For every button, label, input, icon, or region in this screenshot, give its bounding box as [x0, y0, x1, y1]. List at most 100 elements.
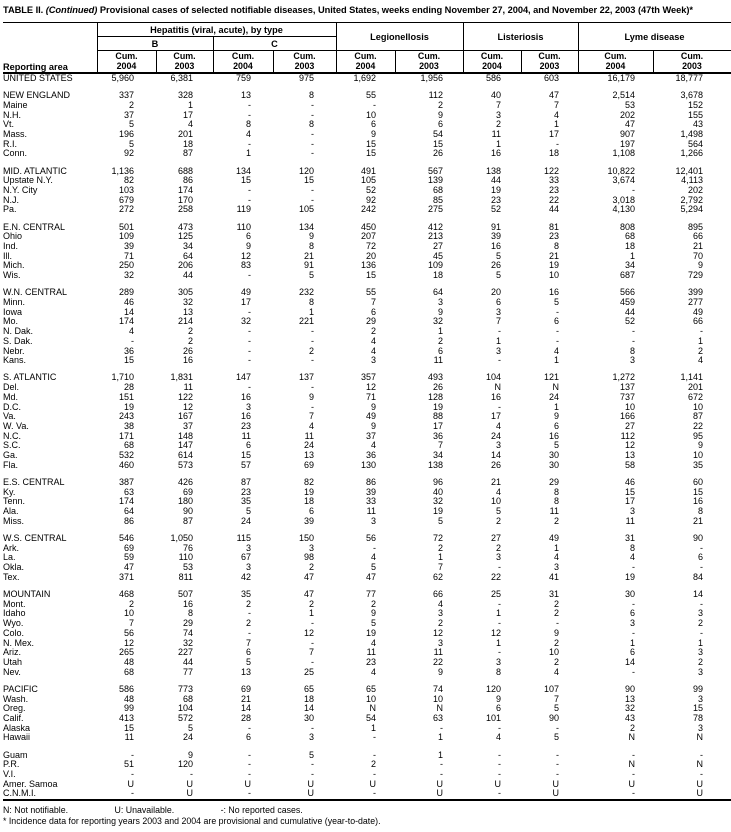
value-cell: 24	[303, 441, 314, 451]
value-cell: 5	[370, 563, 376, 573]
value-cell: 49	[548, 534, 559, 544]
value-cell: -	[248, 723, 251, 733]
value-cell: -	[632, 667, 635, 677]
value-cell: 202	[687, 186, 703, 196]
value-cell: -	[311, 770, 314, 779]
value-cell: 2	[308, 346, 314, 356]
cum-label: Cum.	[604, 50, 627, 61]
value-cell: 6	[370, 120, 376, 130]
value-cell: 1	[245, 149, 251, 159]
value-cell: 19	[432, 402, 443, 412]
value-cell: 121	[543, 373, 559, 383]
table-row: Md. 151 122 16 9 71 128 16 24 737 672	[3, 393, 731, 403]
value-cell: 18	[432, 271, 443, 281]
reporting-area-cell: Tex.	[3, 572, 20, 582]
table-row: Ill. 71 64 12 21 20 45 5 21 1 70	[3, 252, 731, 262]
value-cell: 64	[432, 288, 443, 298]
value-cell: 15	[240, 451, 251, 461]
value-cell: 564	[687, 139, 703, 149]
table-row: Tex. 371 811 42 47 47 62 22 41 19 84	[3, 573, 731, 583]
value-cell: -	[213, 789, 273, 802]
value-cell: 174	[118, 317, 134, 327]
value-cell: -	[373, 100, 376, 110]
value-cell: 120	[298, 166, 314, 176]
value-cell: 3	[697, 694, 703, 704]
reporting-area-cell: Wis.	[3, 271, 21, 281]
value-cell: 90	[624, 684, 635, 694]
value-cell: 13	[303, 451, 314, 461]
value-cell: 166	[619, 412, 635, 422]
value-cell: 92	[365, 195, 376, 205]
legend-line: N: Not notifiable. U: Unavailable. -: No…	[3, 805, 729, 816]
cum-label: Cum.	[538, 50, 561, 61]
value-cell: 15	[123, 356, 134, 366]
value-cell: 16,179	[607, 73, 635, 83]
reporting-area-cell: R.I.	[3, 139, 18, 149]
value-cell: 337	[118, 91, 134, 101]
value-cell: 47	[303, 590, 314, 600]
table-row: Hawaii 11 24 6 3 - 1 4 5 N N	[3, 733, 731, 743]
value-cell: 2	[370, 327, 376, 337]
value-cell: 21	[303, 251, 314, 261]
value-cell: 12	[365, 383, 376, 393]
table-row: Nebr. 36 26 - 2 4 6 3 4 8 2	[3, 347, 731, 357]
value-cell: -	[632, 770, 635, 779]
value-cell: 98	[303, 553, 314, 563]
value-cell: 586	[118, 684, 134, 694]
table-continued-label: (Continued)	[43, 5, 98, 15]
value-cell: 2	[370, 599, 376, 609]
value-cell: 59	[123, 553, 134, 563]
value-cell: 110	[236, 222, 251, 232]
value-cell: 328	[177, 91, 193, 101]
value-cell: 16	[548, 288, 559, 298]
value-cell: 29	[548, 478, 559, 488]
value-cell: 567	[427, 166, 443, 176]
value-cell: 8	[308, 242, 314, 252]
value-cell: 196	[118, 130, 134, 140]
value-cell: 572	[177, 713, 193, 723]
table-row: Miss. 86 87 24 39 3 5 2 2 11 21	[3, 517, 731, 527]
value-cell: 242	[360, 205, 376, 215]
value-cell: 1,956	[420, 73, 443, 83]
value-cell: 14	[123, 307, 134, 317]
value-cell: -	[131, 336, 134, 346]
value-cell: 109	[118, 232, 134, 242]
value-cell: 3	[308, 733, 314, 743]
value-cell: 6,381	[170, 73, 193, 83]
reporting-area-cell: MOUNTAIN	[3, 590, 51, 600]
value-cell: 35	[240, 497, 251, 507]
reporting-area-cell: N.J.	[3, 195, 20, 205]
value-cell: 65	[303, 684, 314, 694]
value-cell: 2	[437, 619, 443, 629]
value-cell: 19	[624, 572, 635, 582]
value-cell: 42	[240, 572, 251, 582]
table-row: Wash. 48 68 21 18 10 10 9 7 13 3	[3, 695, 731, 705]
value-cell: 16	[240, 412, 251, 422]
value-cell: -	[311, 619, 314, 629]
value-cell: 26	[432, 149, 443, 159]
cum-year: 2003	[419, 60, 439, 71]
cum-2004-header: Cum. 2004	[335, 50, 395, 74]
value-cell: N	[436, 704, 444, 714]
value-cell: 4	[553, 667, 559, 677]
reporting-area-cell: Nebr.	[3, 346, 25, 356]
value-cell: -	[498, 563, 501, 573]
table-row: UNITED STATES 5,960 6,381 759 975 1,692 1,956 5…	[3, 73, 731, 84]
value-cell: 115	[236, 534, 251, 544]
value-cell: 47	[548, 91, 559, 101]
value-cell: 1	[370, 723, 376, 733]
reporting-area-cell: Tenn.	[3, 497, 26, 507]
value-cell: 58	[624, 460, 635, 470]
table-row: Upstate N.Y. 82 86 15 15 105 139 44 33 3,674 4,113	[3, 176, 731, 186]
value-cell: 9	[308, 392, 314, 402]
cum-2003-header: Cum. 2003	[520, 50, 578, 74]
value-cell: -	[373, 733, 376, 743]
value-cell: -	[248, 346, 251, 356]
value-cell: 21	[240, 694, 251, 704]
value-cell: 52	[624, 317, 635, 327]
value-cell: 68	[182, 694, 193, 704]
value-cell: -	[556, 619, 559, 629]
value-cell: 3	[629, 619, 635, 629]
value-cell: 3	[697, 667, 703, 677]
value-cell: 11	[304, 431, 314, 441]
